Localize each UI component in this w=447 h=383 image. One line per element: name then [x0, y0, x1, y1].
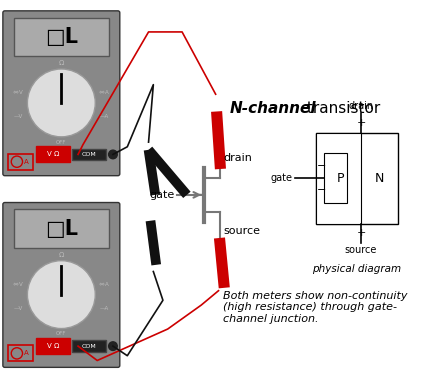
- Text: +: +: [356, 118, 366, 128]
- Text: ⋄⋄A: ⋄⋄A: [99, 282, 110, 287]
- Text: drain: drain: [349, 101, 374, 111]
- Text: OFF: OFF: [56, 140, 67, 145]
- Bar: [72, 149, 106, 160]
- Circle shape: [109, 342, 117, 350]
- Text: Ω: Ω: [59, 60, 64, 66]
- Text: ⋄⋄V: ⋄⋄V: [13, 90, 24, 95]
- Text: drain: drain: [224, 154, 252, 164]
- Text: physical diagram: physical diagram: [312, 264, 401, 274]
- Circle shape: [11, 348, 22, 359]
- Circle shape: [27, 69, 95, 137]
- Text: −: −: [316, 161, 326, 171]
- Text: —A: —A: [100, 306, 109, 311]
- Text: A: A: [24, 159, 29, 165]
- Text: ⋄⋄A: ⋄⋄A: [99, 90, 110, 95]
- Text: COM: COM: [82, 152, 97, 157]
- Bar: [316, 133, 361, 224]
- Text: OFF: OFF: [56, 331, 67, 336]
- Circle shape: [27, 261, 95, 329]
- Text: transistor: transistor: [302, 101, 380, 116]
- Bar: [37, 338, 70, 354]
- Bar: [14, 18, 109, 56]
- Bar: [37, 146, 70, 162]
- Text: Both meters show non-continuity
(high resistance) through gate-
channel junction: Both meters show non-continuity (high re…: [224, 291, 408, 324]
- FancyBboxPatch shape: [3, 11, 120, 176]
- FancyBboxPatch shape: [3, 203, 120, 367]
- Bar: [14, 209, 109, 248]
- Bar: [8, 345, 33, 362]
- Text: □L: □L: [45, 219, 78, 239]
- Circle shape: [73, 150, 83, 159]
- Text: gate: gate: [270, 173, 292, 183]
- Text: —V: —V: [14, 114, 23, 119]
- Text: +: +: [356, 228, 366, 238]
- Text: N: N: [374, 172, 384, 185]
- Text: source: source: [224, 226, 260, 236]
- Text: —A: —A: [100, 114, 109, 119]
- Text: —V: —V: [14, 306, 23, 311]
- Bar: [316, 133, 398, 224]
- Text: A: A: [24, 350, 29, 356]
- Bar: [8, 154, 33, 170]
- Text: V Ω: V Ω: [47, 151, 59, 157]
- Bar: [325, 152, 347, 203]
- Text: −: −: [316, 185, 326, 195]
- Text: COM: COM: [82, 344, 97, 349]
- Text: Ω: Ω: [59, 252, 64, 258]
- Text: □L: □L: [45, 27, 78, 47]
- Text: source: source: [345, 245, 377, 255]
- Circle shape: [109, 150, 117, 159]
- Text: V Ω: V Ω: [47, 343, 59, 349]
- Text: N-channel: N-channel: [230, 101, 316, 116]
- Text: gate: gate: [149, 190, 174, 200]
- Circle shape: [11, 156, 22, 167]
- Text: P: P: [337, 172, 345, 185]
- Text: ⋄⋄V: ⋄⋄V: [13, 282, 24, 287]
- Bar: [72, 340, 106, 352]
- Circle shape: [73, 341, 83, 351]
